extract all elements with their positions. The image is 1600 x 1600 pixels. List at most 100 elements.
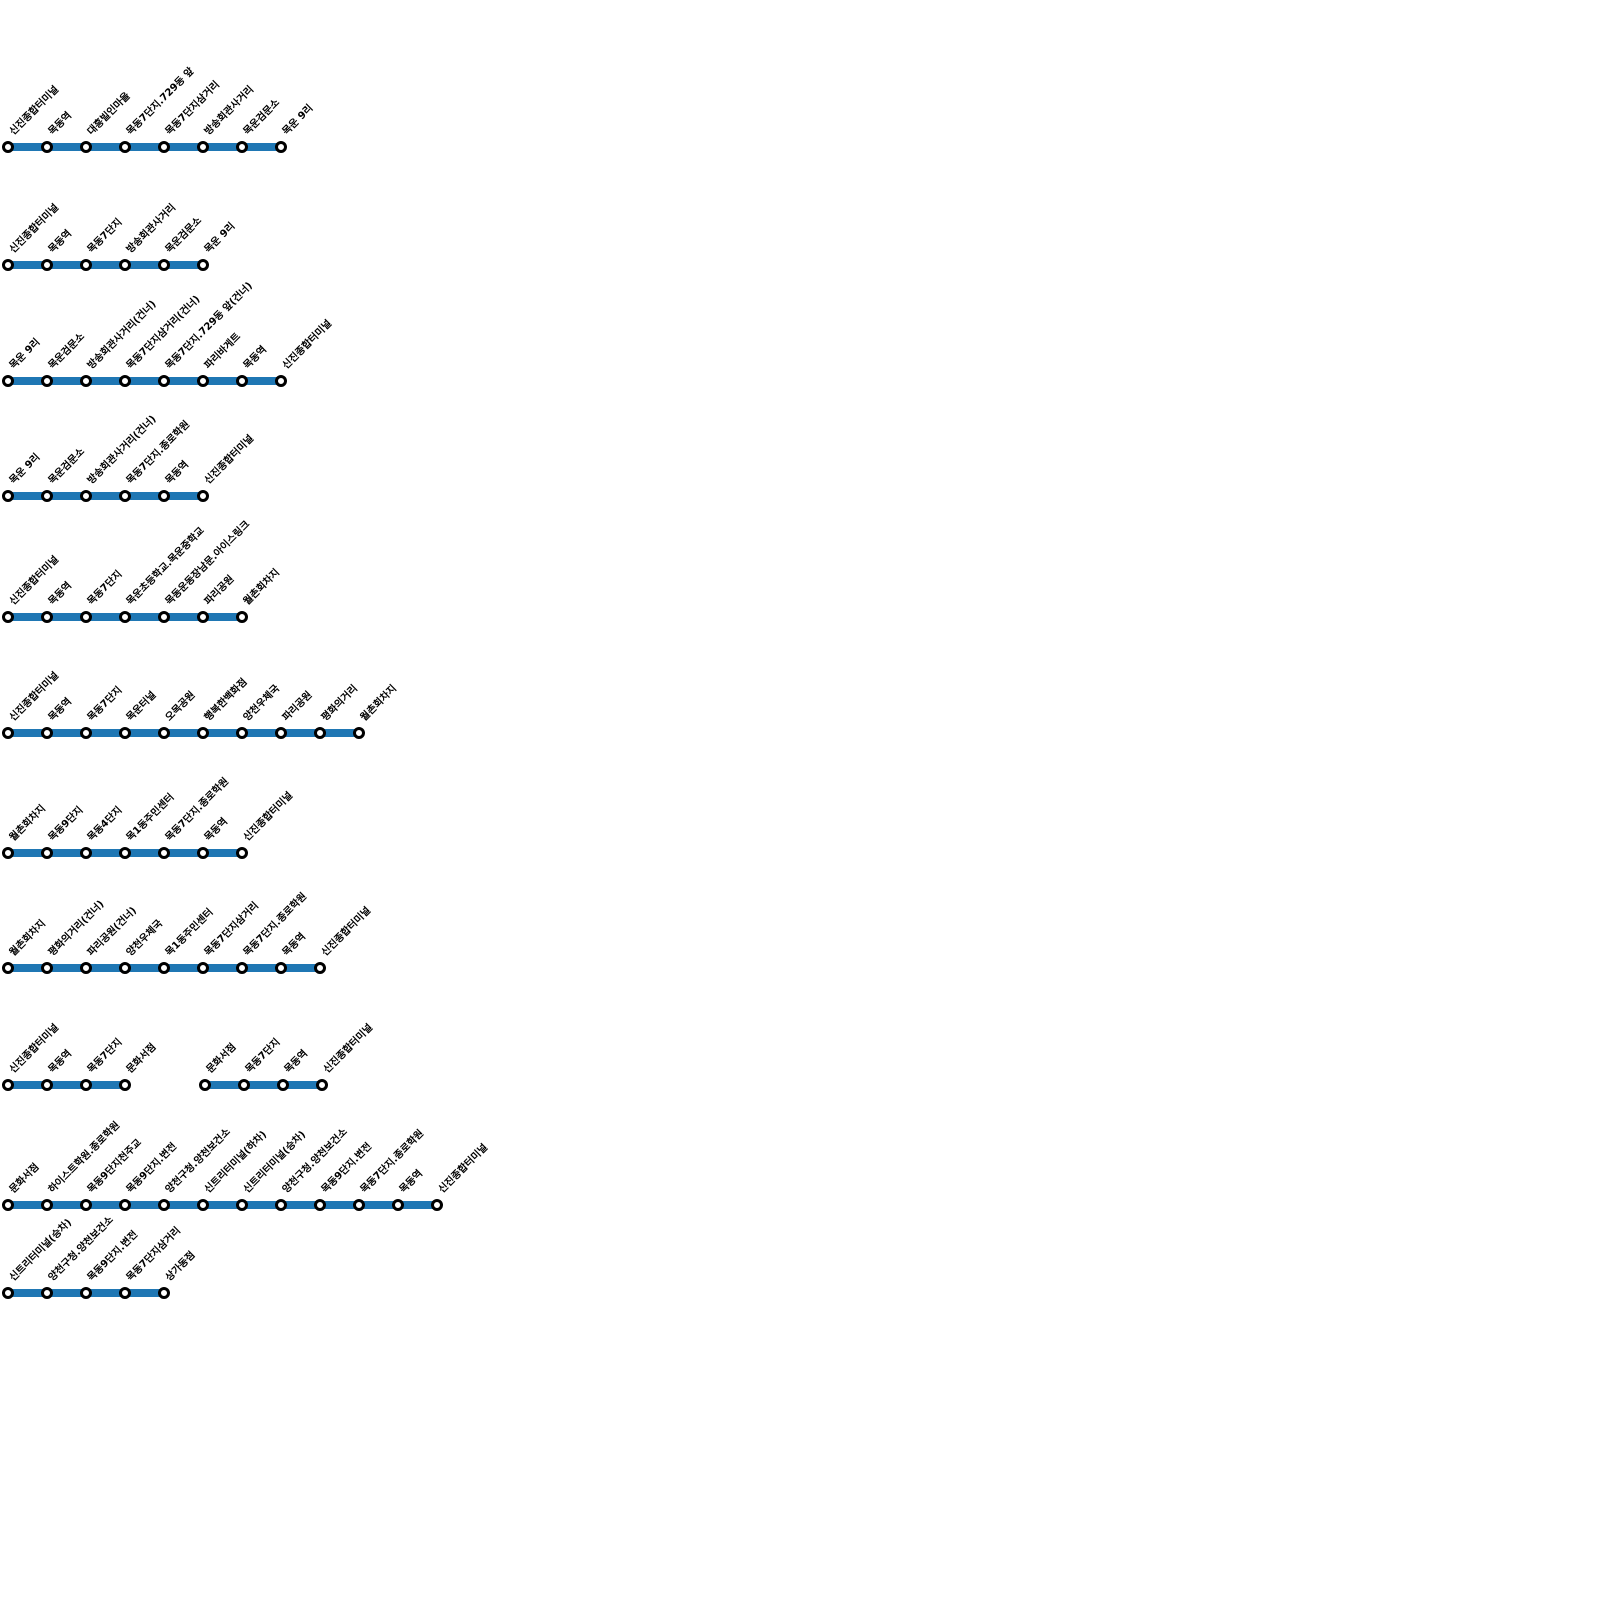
station-marker [236,611,248,623]
route-line [8,729,359,737]
station-label: 양천구청.양천보건소 [163,1126,233,1196]
route-line [8,492,203,500]
station-label: 방송회관사거리(건너) [85,298,159,372]
station-marker [2,490,14,502]
station-label: 신진종합터미널 [321,1022,376,1076]
station-marker [2,1199,14,1211]
station-marker [2,962,14,974]
station-marker [119,490,131,502]
station-marker [2,611,14,623]
station-marker [158,962,170,974]
station-label: 문화서점 [204,1041,239,1076]
station-label: 목동역 [46,228,75,256]
station-marker [80,375,92,387]
station-marker [80,141,92,153]
station-marker [392,1199,404,1211]
station-marker [80,727,92,739]
station-marker [197,259,209,271]
station-marker [41,141,53,153]
station-marker [275,727,287,739]
station-label: 목동역 [202,816,231,844]
station-label: 목동역 [241,344,270,372]
station-label: 목운검문소 [46,331,88,372]
station-marker [236,727,248,739]
station-marker [236,962,248,974]
station-label: 월촌회차지 [7,918,49,959]
route-line [205,1081,322,1089]
station-marker [119,962,131,974]
station-marker [119,375,131,387]
station-marker [2,141,14,153]
station-marker [197,490,209,502]
station-label: 파리공원 [280,689,315,724]
station-marker [41,727,53,739]
station-label: 목운 9리 [7,451,43,487]
station-marker [158,490,170,502]
station-marker [236,1199,248,1211]
station-marker [197,962,209,974]
station-label: 목운 9리 [7,336,43,372]
station-marker [41,847,53,859]
station-label: 파리바게트 [202,331,244,372]
station-label: 목동7단지삼거리(건너) [124,293,203,372]
station-label: 상가동점 [163,1249,198,1284]
station-marker [41,962,53,974]
station-marker [199,1079,211,1091]
route-line [8,143,281,151]
station-label: 목운 9리 [202,220,238,256]
station-label: 목동7단지 [85,216,125,256]
station-label: 목동역 [46,1048,75,1076]
station-marker [80,1287,92,1299]
station-marker [41,259,53,271]
station-marker [80,962,92,974]
station-marker [197,847,209,859]
station-marker [80,490,92,502]
station-label: 평화의거리 [319,683,361,724]
station-marker [80,259,92,271]
station-label: 목동역 [46,110,75,138]
station-marker [119,847,131,859]
station-marker [41,1287,53,1299]
station-label: 신진종합터미널 [202,433,257,487]
station-marker [275,141,287,153]
station-marker [236,847,248,859]
station-label: 목동7단지 [243,1036,283,1076]
station-marker [158,847,170,859]
station-marker [314,1199,326,1211]
station-marker [236,141,248,153]
station-marker [277,1079,289,1091]
station-marker [158,259,170,271]
station-label: 양천우체국 [241,683,283,724]
station-label: 목운검문소 [163,215,205,256]
station-label: 목동역 [46,696,75,724]
station-marker [197,611,209,623]
station-label: 목운 9리 [280,102,316,138]
station-label: 목운검문소 [241,97,283,138]
station-marker [119,1287,131,1299]
station-marker [119,259,131,271]
route-line [8,1081,125,1089]
station-marker [41,490,53,502]
station-label: 목동역 [397,1168,426,1196]
station-marker [41,611,53,623]
route-line [8,261,203,269]
station-label: 문화서점 [124,1041,159,1076]
station-marker [314,962,326,974]
station-marker [158,1199,170,1211]
station-marker [197,141,209,153]
station-marker [41,1199,53,1211]
station-marker [316,1079,328,1091]
station-label: 목동4단지 [85,804,125,844]
station-marker [158,727,170,739]
station-marker [158,611,170,623]
station-label: 목동9단지 [46,804,86,844]
station-marker [41,375,53,387]
station-marker [2,375,14,387]
station-label: 오목공원 [163,689,198,724]
station-marker [2,727,14,739]
station-label: 목동7단지.종로학원 [163,776,232,844]
station-marker [197,1199,209,1211]
station-label: 신진종합터미널 [319,905,374,959]
station-label: 방송회관사거리(건너) [85,413,159,487]
